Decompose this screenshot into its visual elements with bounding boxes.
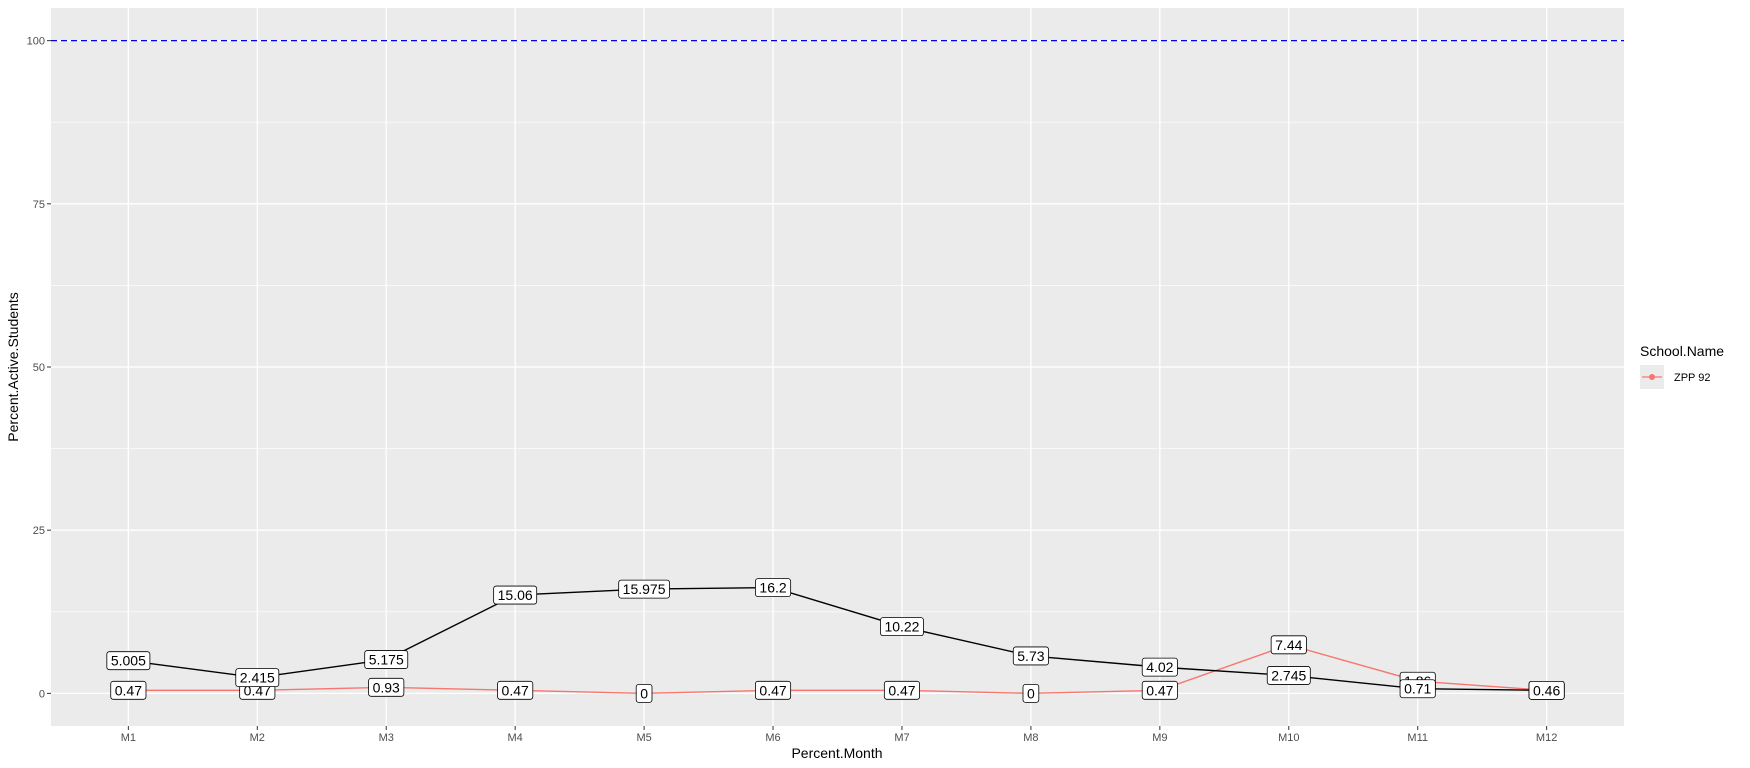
data-label-box bbox=[110, 680, 147, 700]
axis-layer: 0 25 50 75 100 M1 M2 M3 M4 M5 M6 M7 M8 M9 M10 M11 M12 bbox=[27, 36, 1558, 744]
data-label: 15.975 bbox=[618, 579, 670, 599]
data-label-box bbox=[497, 680, 534, 700]
data-label-text: 10.22 bbox=[884, 619, 919, 635]
data-label: 10.22 bbox=[880, 617, 924, 637]
data-label-box bbox=[1022, 683, 1040, 703]
y-tick-label: 0 bbox=[39, 688, 45, 700]
data-label-text: 15.06 bbox=[498, 587, 533, 603]
data-label: 5.005 bbox=[106, 651, 151, 671]
data-label-layer: 0.470.470.930.4700.470.4700.477.441.860.… bbox=[106, 578, 1565, 703]
data-label: 15.06 bbox=[493, 585, 538, 605]
data-label-text: 0.71 bbox=[1404, 681, 1431, 697]
data-label: 16.2 bbox=[755, 578, 792, 598]
x-tick-label: M11 bbox=[1407, 732, 1428, 744]
data-label-text: 0.47 bbox=[759, 682, 786, 698]
data-label-text: 0 bbox=[640, 685, 648, 701]
data-label-text: 2.745 bbox=[1271, 667, 1306, 683]
data-label-text: 0.46 bbox=[1533, 682, 1560, 698]
data-label-box bbox=[235, 668, 280, 688]
data-label-box bbox=[1270, 635, 1307, 655]
data-label-box bbox=[755, 578, 792, 598]
legend-title: School.Name bbox=[1640, 343, 1724, 359]
data-label: 0.47 bbox=[110, 680, 147, 700]
x-tick-label: M6 bbox=[765, 732, 780, 744]
x-tick-label: M10 bbox=[1278, 732, 1299, 744]
data-label-box bbox=[880, 617, 924, 637]
data-label: 0.47 bbox=[497, 680, 534, 700]
data-label-box bbox=[635, 683, 653, 703]
data-label-box bbox=[618, 579, 670, 599]
data-label-text: 0.47 bbox=[115, 682, 142, 698]
series-line-1 bbox=[128, 644, 1547, 695]
legend-key-point bbox=[1649, 374, 1655, 380]
data-label-text: 5.175 bbox=[369, 652, 404, 668]
data-label-box bbox=[1141, 657, 1178, 677]
x-axis-title: Percent.Month bbox=[791, 745, 882, 761]
data-label-box bbox=[1012, 646, 1049, 666]
data-label: 0.47 bbox=[883, 680, 920, 700]
x-tick-label: M2 bbox=[250, 732, 265, 744]
y-tick-label: 100 bbox=[27, 36, 45, 48]
y-tick-label: 75 bbox=[33, 199, 45, 211]
data-label-text: 16.2 bbox=[759, 580, 786, 596]
data-label-text: 7.44 bbox=[1275, 637, 1302, 653]
data-label: 4.02 bbox=[1141, 657, 1178, 677]
data-label-text: 0.47 bbox=[1146, 682, 1173, 698]
legend: School.Name ZPP 92 bbox=[1640, 343, 1724, 389]
data-label-text: 15.975 bbox=[623, 581, 666, 597]
data-label: 0 bbox=[635, 683, 653, 703]
x-tick-label: M9 bbox=[1152, 732, 1167, 744]
x-tick-label: M4 bbox=[508, 732, 523, 744]
y-tick-label: 50 bbox=[33, 362, 45, 374]
data-label-text: 0.47 bbox=[502, 682, 529, 698]
data-label: 0.47 bbox=[1141, 680, 1178, 700]
data-label-text: 2.415 bbox=[240, 670, 275, 686]
data-label: 2.415 bbox=[235, 668, 280, 688]
data-label-box bbox=[106, 651, 151, 671]
data-label-text: 5.005 bbox=[111, 653, 146, 669]
data-label-box bbox=[755, 680, 792, 700]
data-label: 5.175 bbox=[364, 650, 409, 669]
data-label-text: 0.47 bbox=[888, 682, 915, 698]
data-label-box bbox=[1141, 680, 1178, 700]
data-label: 0.46 bbox=[1528, 680, 1565, 700]
data-label-box bbox=[1528, 680, 1565, 700]
y-axis-title: Percent.Active.Students bbox=[5, 292, 21, 441]
data-label-text: 0 bbox=[1027, 685, 1035, 701]
data-label-box bbox=[364, 650, 409, 669]
data-label: 7.44 bbox=[1270, 635, 1307, 655]
data-label-box bbox=[1399, 679, 1436, 699]
data-label-text: 5.73 bbox=[1017, 648, 1044, 664]
data-label: 5.73 bbox=[1012, 646, 1049, 666]
data-label-text: 4.02 bbox=[1146, 659, 1173, 675]
data-label: 0.93 bbox=[368, 677, 405, 697]
x-tick-label: M5 bbox=[636, 732, 651, 744]
data-label: 0.47 bbox=[755, 680, 792, 700]
data-label-box bbox=[883, 680, 920, 700]
data-label-box bbox=[493, 585, 538, 605]
x-tick-label: M3 bbox=[379, 732, 394, 744]
data-label: 0 bbox=[1022, 683, 1040, 703]
data-label: 0.71 bbox=[1399, 679, 1436, 699]
data-label-box bbox=[368, 677, 405, 697]
x-tick-label: M8 bbox=[1023, 732, 1038, 744]
data-label-box bbox=[1266, 666, 1311, 685]
x-tick-label: M1 bbox=[121, 732, 136, 744]
y-tick-label: 25 bbox=[33, 525, 45, 537]
x-tick-label: M7 bbox=[894, 732, 909, 744]
data-label: 2.745 bbox=[1266, 666, 1311, 685]
x-tick-label: M12 bbox=[1536, 732, 1557, 744]
legend-item-label: ZPP 92 bbox=[1674, 372, 1711, 384]
data-label-text: 0.93 bbox=[373, 679, 400, 695]
